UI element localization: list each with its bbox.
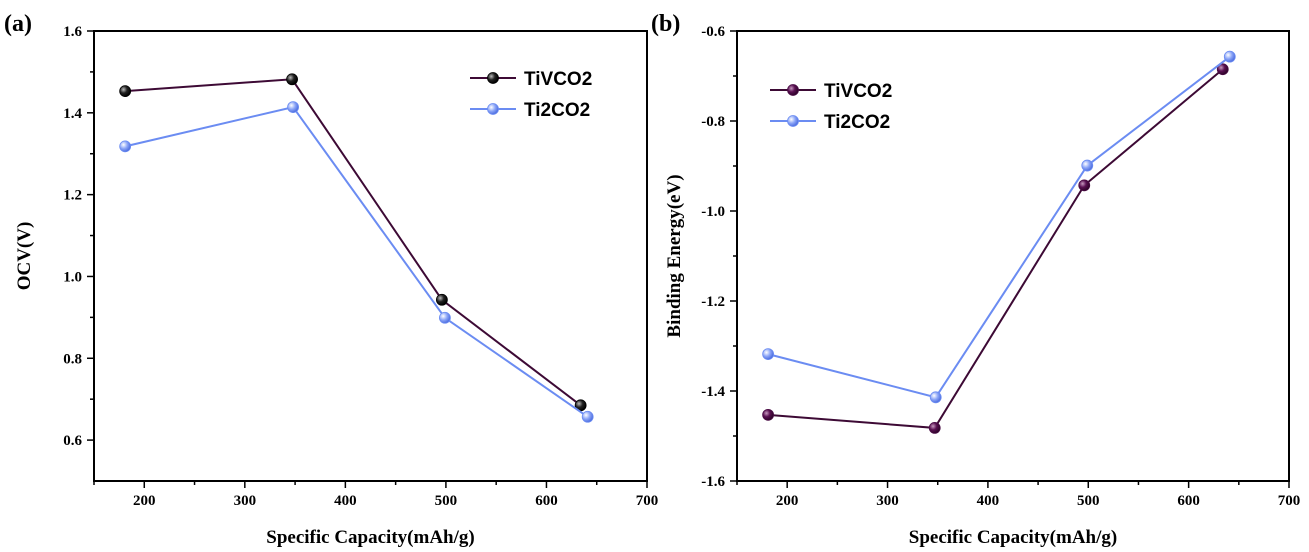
panel-a-y-tick-label: 1.2: [63, 188, 82, 204]
panel-b-point-ti2co2: [1081, 159, 1094, 172]
panel-b-legend-label-ti2co2: Ti2CO2: [824, 112, 890, 133]
panel-a-legend-marker-tivco2: [487, 72, 499, 84]
panel-b-point-ti2co2: [929, 391, 942, 404]
panel-b-x-tick-label: 700: [1278, 493, 1301, 509]
panel-b-legend-label-tivco2: TiVCO2: [824, 81, 892, 102]
panel-a-legend-marker-ti2co2: [487, 103, 499, 115]
panel-b-chart: 200 300 400 500 600 700 -1.6 -1.4 -1.2 -1.0 -0.8 -0…: [651, 11, 1300, 548]
panel-b-point-ti2co2: [762, 348, 775, 361]
panel-a-point-ti2co2: [439, 311, 451, 324]
panel-b-legend-marker-ti2co2: [787, 115, 799, 127]
panel-a-y-tick-label: 0.8: [63, 351, 82, 367]
panel-a-point-ti2co2: [287, 101, 299, 113]
panel-b-x-axis-title: Specific Capacity(mAh/g): [909, 527, 1117, 548]
panel-a-label: (a): [4, 11, 32, 37]
panel-a-y-axis-title: OCV(V): [14, 222, 35, 291]
panel-a-y-tick-label: 1.0: [63, 269, 82, 285]
panel-a-plot-frame: [93, 30, 648, 482]
panel-a-y-tick-label: 1.6: [63, 24, 82, 40]
panel-b-legend-marker-tivco2: [787, 84, 799, 96]
panel-b-point-ti2co2: [1223, 50, 1236, 63]
panel-b-point-tivco2: [1216, 63, 1229, 76]
panel-b-y-tick-label: -0.6: [701, 24, 725, 40]
panel-a-legend-label-tivco2: TiVCO2: [524, 69, 592, 90]
panel-a-point-tivco2: [435, 293, 448, 306]
panel-b-series-line-ti2co2: [767, 55, 1231, 399]
panel-a-chart: 200 300 400 500 600 700 0.6 0.8 1.0 1.2 1.4 1.6 Spec…: [4, 11, 658, 548]
panel-b-x-tick-label: 500: [1077, 493, 1100, 509]
panel-b-point-tivco2: [928, 421, 941, 434]
panel-b-y-axis-title: Binding Energy(eV): [664, 174, 685, 337]
panel-a-x-tick-label: 600: [535, 493, 558, 509]
panel-b-label: (b): [651, 11, 680, 37]
panel-b-y-tick-label: -0.8: [701, 114, 725, 130]
panel-a-x-axis-title: Specific Capacity(mAh/g): [266, 527, 474, 548]
panel-b-plot-frame: [736, 30, 1290, 482]
panel-a-point-ti2co2: [119, 140, 132, 153]
panel-b-x-tick-label: 300: [876, 493, 899, 509]
panel-a-point-ti2co2: [581, 410, 594, 423]
panel-b-y-tick-label: -1.0: [701, 204, 725, 220]
panel-a-series-line-ti2co2: [124, 105, 589, 418]
panel-a-point-tivco2: [119, 85, 132, 98]
panel-a-x-tick-label: 200: [133, 493, 156, 509]
panel-a-x-tick-label: 400: [334, 493, 357, 509]
panel-b-x-tick-label: 600: [1177, 493, 1200, 509]
panel-b-y-tick-label: -1.2: [701, 294, 725, 310]
panel-a-x-tick-label: 500: [435, 493, 458, 509]
panel-b-series-line-tivco2: [768, 68, 1224, 429]
panel-b-point-tivco2: [762, 408, 775, 421]
panel-b-y-tick-label: -1.4: [701, 384, 725, 400]
panel-a-y-tick-label: 1.4: [63, 106, 82, 122]
panel-b-y-tick-label: -1.6: [701, 474, 725, 490]
panel-a-x-tick-label: 700: [636, 493, 659, 509]
panel-b-x-tick-label: 400: [977, 493, 1000, 509]
panel-a-legend-label-ti2co2: Ti2CO2: [524, 100, 590, 121]
panel-a-x-tick-label: 300: [234, 493, 257, 509]
panel-a-series-line-tivco2: [125, 78, 582, 407]
panel-b-x-tick-label: 200: [776, 493, 799, 509]
panel-b-point-tivco2: [1078, 179, 1091, 192]
panel-a-point-tivco2: [286, 73, 298, 86]
panel-a-y-tick-label: 0.6: [63, 433, 82, 449]
